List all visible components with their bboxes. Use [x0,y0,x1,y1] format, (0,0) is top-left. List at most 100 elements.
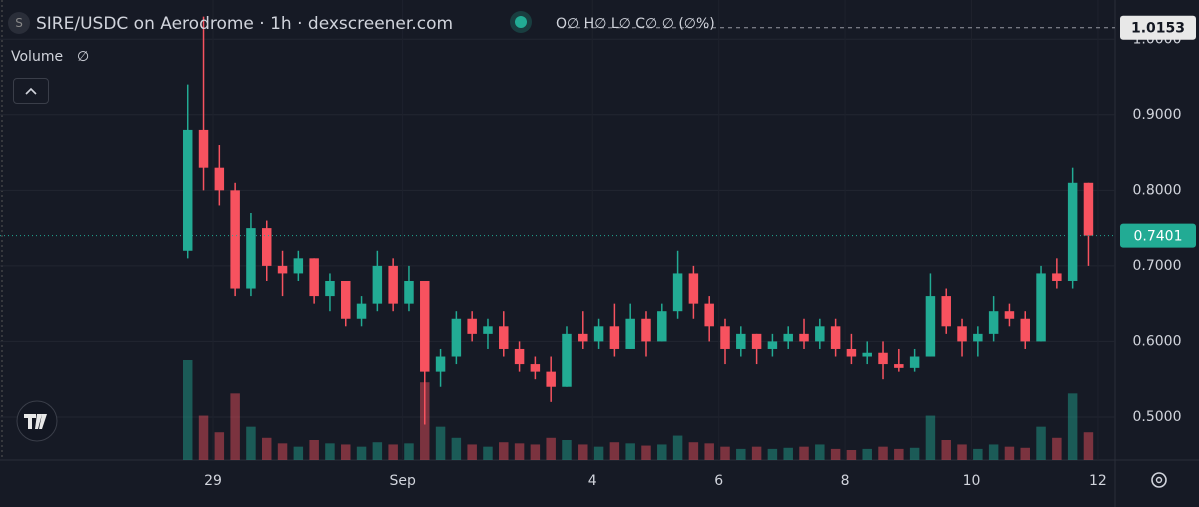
x-tick-label: 10 [963,473,981,489]
chevron[interactable] [25,87,37,95]
volume-bar [909,447,920,460]
volume-bar [894,448,904,460]
candle-body [562,333,572,387]
candle-body [435,356,446,372]
candle-body [499,326,509,349]
candle-body [277,265,288,274]
x-tick-label: 8 [841,473,850,489]
candle-body [720,326,730,349]
candle-body [388,265,398,304]
candle-body [894,364,904,368]
collapse-button[interactable] [13,78,49,104]
volume-bar [830,448,841,460]
collapse-icon[interactable] [14,79,48,103]
volume-bar [657,444,667,460]
volume-bar [973,448,983,460]
volume-bar [815,444,825,460]
ohlc-legend: O∅ H∅ L∅ C∅ ∅ (∅%) [556,16,715,32]
candle-body [704,303,714,327]
x-tick-label: 6 [714,473,723,489]
candle-body [878,352,888,365]
candle-body [198,129,209,168]
candle-body [609,326,620,349]
candle-body [593,326,604,342]
volume-bar [1067,393,1078,460]
candle-body [957,326,967,342]
x-tick-label: 12 [1089,473,1107,489]
y-tick-label: 0.8000 [1133,182,1182,198]
volume-bar [261,437,272,460]
y-tick-label: 0.6000 [1133,333,1182,349]
high-marker-label: 1.0153 [1131,21,1185,37]
candle-body [309,258,319,297]
candle-body [862,352,872,357]
candle-body [451,318,462,357]
volume-bar [435,426,446,460]
candle-body [356,303,367,319]
volume-bar [214,432,225,460]
volume-bar [862,448,872,460]
candle-body [625,318,635,349]
candle-body [925,296,936,357]
candle-body [1067,182,1078,281]
volume-bar [641,445,651,460]
gear-center[interactable] [1155,476,1163,484]
volume-bar [688,442,699,460]
x-tick-label: 4 [588,473,597,489]
candle-body [230,190,240,289]
volume-bar [372,442,383,460]
x-tick-label: Sep [389,473,416,489]
candle-body [420,280,430,372]
candle-body [672,273,683,312]
candle-body [261,228,272,266]
volume-bar [593,446,604,460]
y-tick-label: 0.7000 [1133,258,1182,274]
volume-bar [767,448,778,460]
candle-body [530,364,541,372]
candle-body [846,348,857,357]
volume-bar [514,443,525,460]
volume-bar [751,446,762,460]
volume-bar [609,442,620,460]
y-tick-label: 0.9000 [1133,107,1182,123]
volume-bar [878,446,888,460]
candle-body [372,265,383,304]
candle-body [404,280,414,304]
volume-bar [1020,447,1030,460]
volume-bar [1052,437,1062,460]
volume-bar [451,437,462,460]
volume-bar [957,444,967,460]
volume-bar [293,446,304,460]
volume-bar [356,446,367,460]
candle-body [973,333,983,342]
volume-bar [625,443,635,460]
volume-bar [198,415,209,460]
candle-body [1020,318,1030,342]
volume-bar [1036,426,1046,460]
high-marker-box [1120,15,1196,40]
gear-ring[interactable] [1151,472,1167,488]
last-price-label: 0.7401 [1134,229,1183,245]
candle-body [641,318,651,342]
volume-bar [783,447,793,460]
settings-button[interactable] [1151,472,1167,488]
candle-body [325,280,335,297]
candle-body [941,296,951,327]
candle-body [830,326,841,349]
candle-body [799,333,809,342]
volume-bar [388,444,398,460]
candle-body [1052,273,1062,281]
volume-bar [230,393,240,460]
volume-bar [246,426,256,460]
candle-body [1083,182,1094,236]
y-tick-label: 0.5000 [1133,409,1182,425]
volume-bar [483,446,493,460]
candle-body [578,333,588,342]
volume-bar [720,446,730,460]
status-dot [515,16,527,28]
candle-body [751,333,762,349]
volume-bar [925,415,936,460]
volume-bar [1083,432,1094,460]
